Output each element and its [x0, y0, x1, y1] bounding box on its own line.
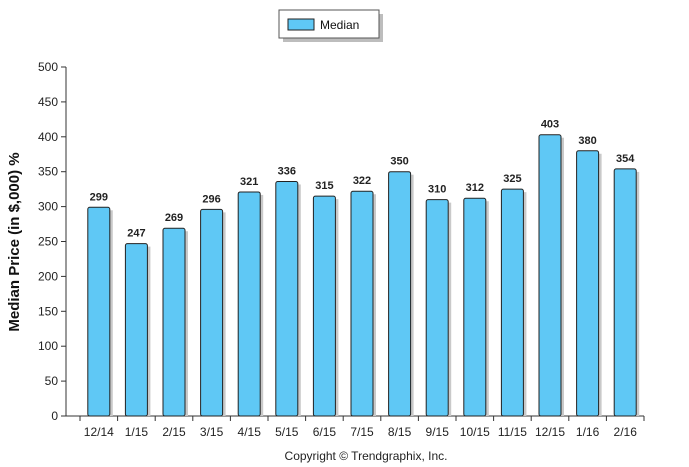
x-tick-label: 4/15	[238, 425, 262, 439]
y-tick-label: 500	[38, 60, 58, 74]
bar-2-16	[613, 168, 637, 417]
y-tick-label: 50	[45, 374, 59, 388]
x-tick-label: 2/15	[162, 425, 186, 439]
data-labels: 299 247 269 296 321 336 315 322 350 310 312 325 403 3…	[90, 119, 636, 240]
legend-label-median: Median	[320, 18, 359, 32]
data-label: 322	[353, 175, 371, 187]
x-tick-label: 6/15	[313, 425, 337, 439]
y-tick-label: 200	[38, 269, 58, 283]
x-tick-label: 8/15	[388, 425, 412, 439]
data-label: 336	[278, 165, 296, 177]
y-tick-label: 350	[38, 165, 58, 179]
x-tick-label: 5/15	[275, 425, 299, 439]
y-axis-ticks: 0 50 100 150 200 250 300 350 400 450 500	[38, 60, 66, 423]
bar-8-15	[388, 171, 412, 417]
x-tick-label: 11/15	[498, 425, 527, 439]
data-label: 310	[428, 184, 446, 196]
bar-1-16	[576, 150, 600, 417]
x-tick-label: 12/15	[535, 425, 565, 439]
bar-7-15	[350, 190, 374, 417]
bars	[87, 134, 640, 417]
x-tick-label: 12/14	[84, 425, 114, 439]
y-tick-label: 300	[38, 200, 58, 214]
x-tick-label: 2/16	[614, 425, 638, 439]
bar-6-15	[312, 195, 336, 417]
data-label: 321	[240, 176, 258, 188]
bar-3-15	[200, 208, 224, 417]
bar-10-15	[463, 197, 487, 417]
y-tick-label: 0	[51, 409, 58, 423]
data-label: 312	[466, 182, 484, 194]
y-tick-label: 100	[38, 339, 58, 353]
x-tick-label: 1/15	[125, 425, 149, 439]
x-tick-label: 3/15	[200, 425, 224, 439]
y-tick-label: 250	[38, 235, 58, 249]
y-axis-title: Median Price (in $,000) %	[6, 152, 23, 331]
bar-12-14	[87, 206, 111, 417]
y-tick-label: 400	[38, 130, 58, 144]
data-label: 403	[541, 119, 559, 131]
bar-2-15	[162, 227, 186, 417]
y-tick-label: 150	[38, 304, 58, 318]
data-label: 354	[616, 153, 635, 165]
data-label: 296	[202, 193, 220, 205]
data-label: 380	[578, 135, 596, 147]
bar-11-15	[500, 188, 524, 417]
x-tick-label: 9/15	[426, 425, 450, 439]
x-tick-label: 10/15	[460, 425, 490, 439]
data-label: 247	[127, 228, 145, 240]
x-axis-ticks: 12/14 1/15 2/15 3/15 4/15 5/15 6/15 7/15 8/15 9/1…	[79, 416, 645, 439]
y-tick-label: 450	[38, 95, 58, 109]
legend-swatch-median	[287, 18, 315, 31]
data-label: 325	[503, 173, 521, 185]
data-label: 350	[390, 156, 408, 168]
x-tick-label: 1/16	[576, 425, 600, 439]
x-tick-label: 7/15	[350, 425, 374, 439]
bar-4-15	[237, 191, 261, 417]
bar-5-15	[275, 180, 299, 417]
bar-12-15	[538, 134, 562, 417]
data-label: 315	[315, 180, 333, 192]
data-label: 299	[90, 191, 108, 203]
copyright-text: Copyright © Trendgraphix, Inc.	[285, 449, 448, 463]
bar-1-15	[124, 243, 148, 417]
bar-9-15	[425, 199, 449, 417]
legend: Median	[278, 9, 383, 42]
data-label: 269	[165, 212, 183, 224]
